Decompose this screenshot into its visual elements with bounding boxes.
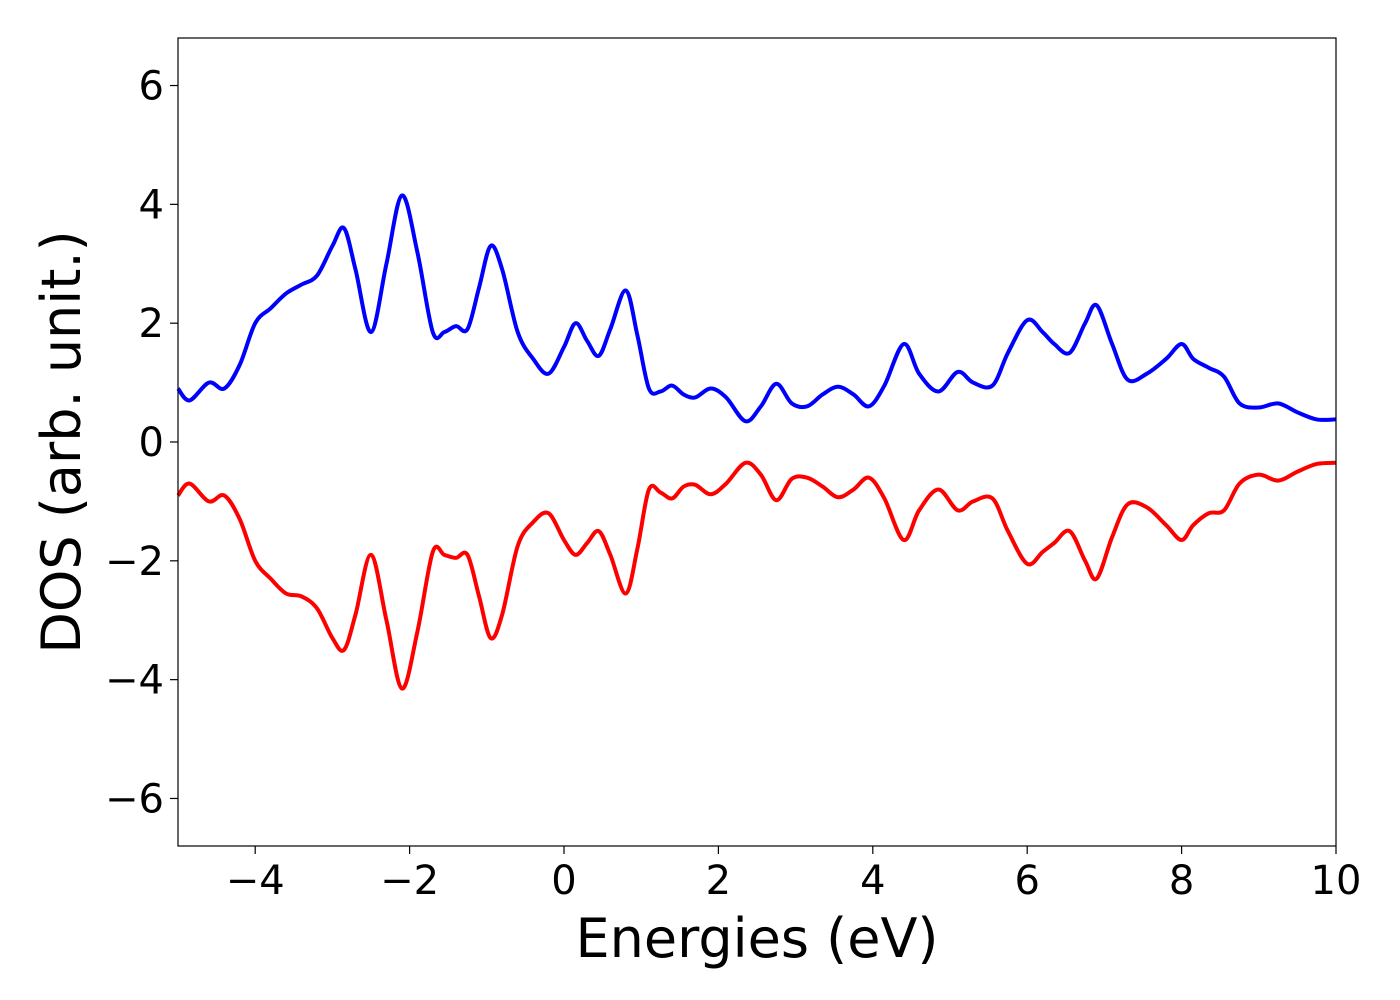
y-tick-label: 0: [139, 420, 164, 466]
x-tick-label: 8: [1169, 858, 1194, 904]
y-axis-ticks: −6 −4 −2 0 2 4 6: [105, 64, 178, 822]
dos-series-line-down: [176, 460, 1337, 691]
y-axis-title: DOS (arb. unit.): [30, 230, 93, 653]
x-tick-label: 4: [860, 858, 885, 904]
x-tick-label: 6: [1014, 858, 1039, 904]
x-tick-label: 0: [551, 858, 576, 904]
y-tick-label: −2: [105, 539, 164, 585]
y-tick-label: 4: [139, 182, 164, 228]
dos-series-line-up: [176, 193, 1337, 424]
x-axis-ticks: −4 −2 0 2 4 6 8 10: [226, 846, 1362, 904]
y-tick-label: 6: [139, 64, 164, 110]
x-tick-label: 10: [1311, 858, 1362, 904]
series-layer: [176, 193, 1337, 691]
x-tick-label: −2: [380, 858, 439, 904]
x-tick-label: −4: [226, 858, 285, 904]
y-tick-label: −4: [105, 658, 164, 704]
y-tick-label: −6: [105, 776, 164, 822]
y-tick-label: 2: [139, 301, 164, 347]
x-tick-label: 2: [706, 858, 731, 904]
plot-background: [178, 38, 1336, 846]
x-axis-title: Energies (eV): [576, 907, 939, 970]
